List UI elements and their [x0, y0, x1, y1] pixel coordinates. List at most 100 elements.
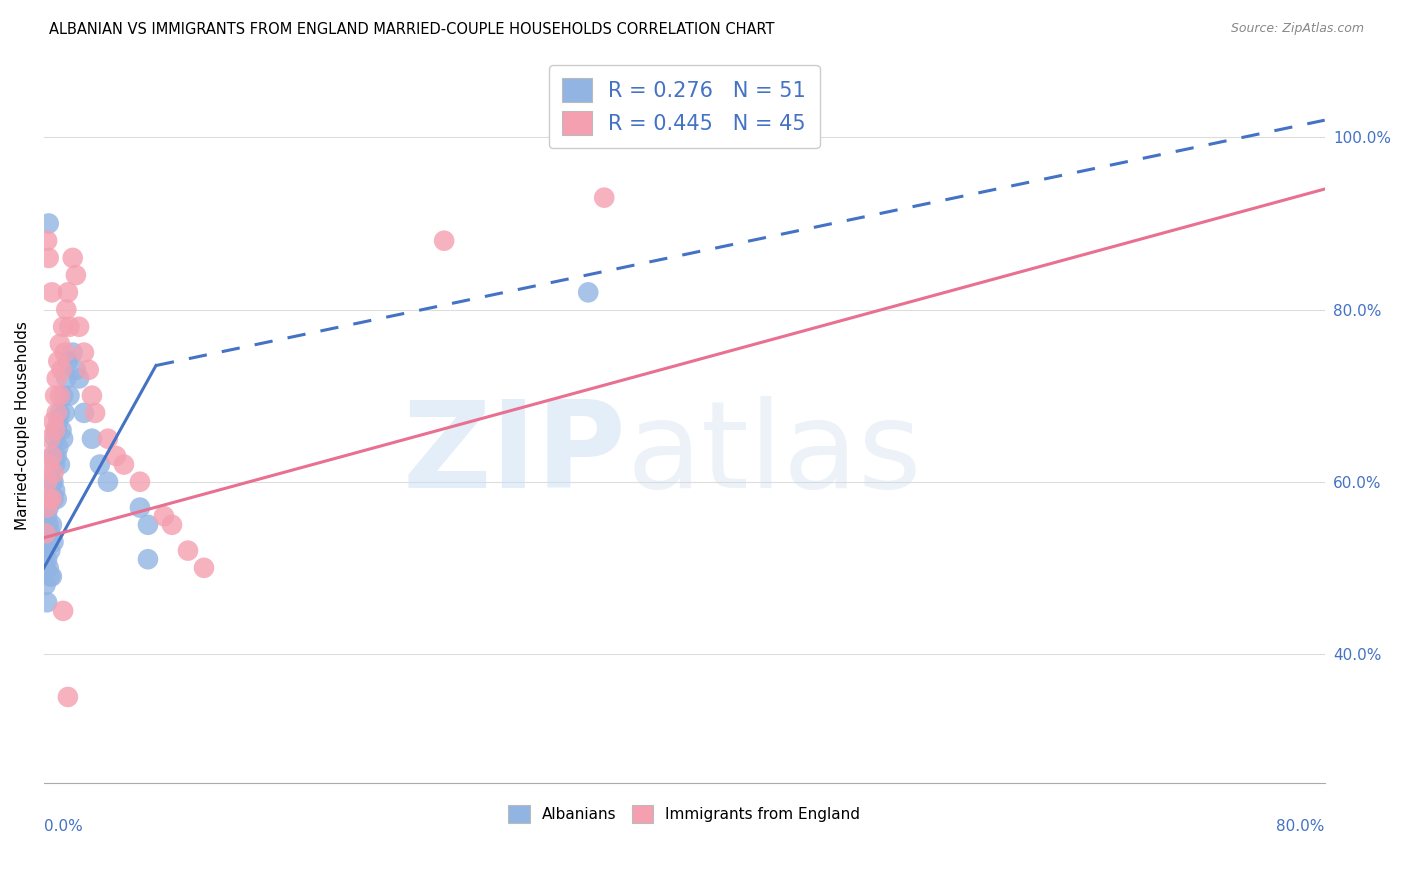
Point — [45, 423, 67, 437]
Point — [73, 345, 96, 359]
Text: atlas: atlas — [627, 396, 922, 513]
Point — [97, 475, 120, 489]
Point — [104, 449, 127, 463]
Point — [84, 406, 107, 420]
Point — [129, 475, 152, 489]
Point — [35, 475, 58, 489]
Point — [80, 432, 103, 446]
Point — [97, 432, 120, 446]
Point — [41, 569, 63, 583]
Point — [52, 432, 75, 446]
Point — [576, 285, 599, 300]
Point — [53, 345, 76, 359]
Point — [593, 191, 616, 205]
Point — [58, 389, 80, 403]
Point — [35, 552, 58, 566]
Point — [38, 251, 60, 265]
Point — [38, 500, 60, 515]
Point — [42, 535, 65, 549]
Point — [39, 569, 62, 583]
Point — [46, 440, 69, 454]
Point — [56, 285, 79, 300]
Text: Source: ZipAtlas.com: Source: ZipAtlas.com — [1230, 22, 1364, 36]
Point — [34, 543, 56, 558]
Point — [53, 406, 76, 420]
Point — [52, 389, 75, 403]
Point — [35, 535, 58, 549]
Point — [35, 500, 58, 515]
Point — [49, 406, 72, 420]
Point — [62, 345, 84, 359]
Point — [35, 509, 58, 524]
Point — [89, 458, 111, 472]
Point — [62, 251, 84, 265]
Point — [38, 458, 60, 472]
Point — [65, 268, 87, 282]
Point — [35, 595, 58, 609]
Point — [44, 432, 66, 446]
Point — [38, 491, 60, 506]
Point — [42, 491, 65, 506]
Point — [51, 423, 73, 437]
Point — [136, 552, 159, 566]
Point — [49, 337, 72, 351]
Point — [52, 319, 75, 334]
Point — [77, 363, 100, 377]
Point — [49, 458, 72, 472]
Point — [41, 449, 63, 463]
Point — [44, 389, 66, 403]
Point — [80, 389, 103, 403]
Point — [39, 526, 62, 541]
Point — [45, 449, 67, 463]
Text: ZIP: ZIP — [404, 396, 627, 513]
Point — [58, 319, 80, 334]
Point — [41, 517, 63, 532]
Point — [55, 302, 77, 317]
Point — [67, 319, 90, 334]
Point — [34, 526, 56, 541]
Text: ALBANIAN VS IMMIGRANTS FROM ENGLAND MARRIED-COUPLE HOUSEHOLDS CORRELATION CHART: ALBANIAN VS IMMIGRANTS FROM ENGLAND MARR… — [49, 22, 775, 37]
Point — [44, 458, 66, 472]
Point — [136, 517, 159, 532]
Point — [177, 543, 200, 558]
Point — [44, 483, 66, 498]
Point — [112, 458, 135, 472]
Point — [193, 561, 215, 575]
Point — [129, 500, 152, 515]
Point — [42, 466, 65, 480]
Point — [41, 285, 63, 300]
Y-axis label: Married-couple Households: Married-couple Households — [15, 321, 30, 530]
Point — [39, 543, 62, 558]
Point — [41, 491, 63, 506]
Point — [44, 423, 66, 437]
Point — [65, 363, 87, 377]
Point — [41, 491, 63, 506]
Point — [51, 363, 73, 377]
Text: 80.0%: 80.0% — [1277, 819, 1324, 834]
Point — [56, 690, 79, 704]
Point — [433, 234, 456, 248]
Point — [46, 354, 69, 368]
Point — [45, 371, 67, 385]
Point — [38, 561, 60, 575]
Point — [56, 354, 79, 368]
Point — [160, 517, 183, 532]
Point — [42, 415, 65, 429]
Point — [42, 475, 65, 489]
Point — [38, 217, 60, 231]
Point — [41, 475, 63, 489]
Point — [38, 535, 60, 549]
Legend: Albanians, Immigrants from England: Albanians, Immigrants from England — [502, 799, 866, 829]
Point — [46, 415, 69, 429]
Point — [34, 561, 56, 575]
Point — [45, 406, 67, 420]
Point — [55, 371, 77, 385]
Point — [38, 517, 60, 532]
Point — [73, 406, 96, 420]
Point — [39, 432, 62, 446]
Point — [45, 491, 67, 506]
Point — [153, 509, 176, 524]
Text: 0.0%: 0.0% — [44, 819, 83, 834]
Point — [42, 449, 65, 463]
Point — [52, 604, 75, 618]
